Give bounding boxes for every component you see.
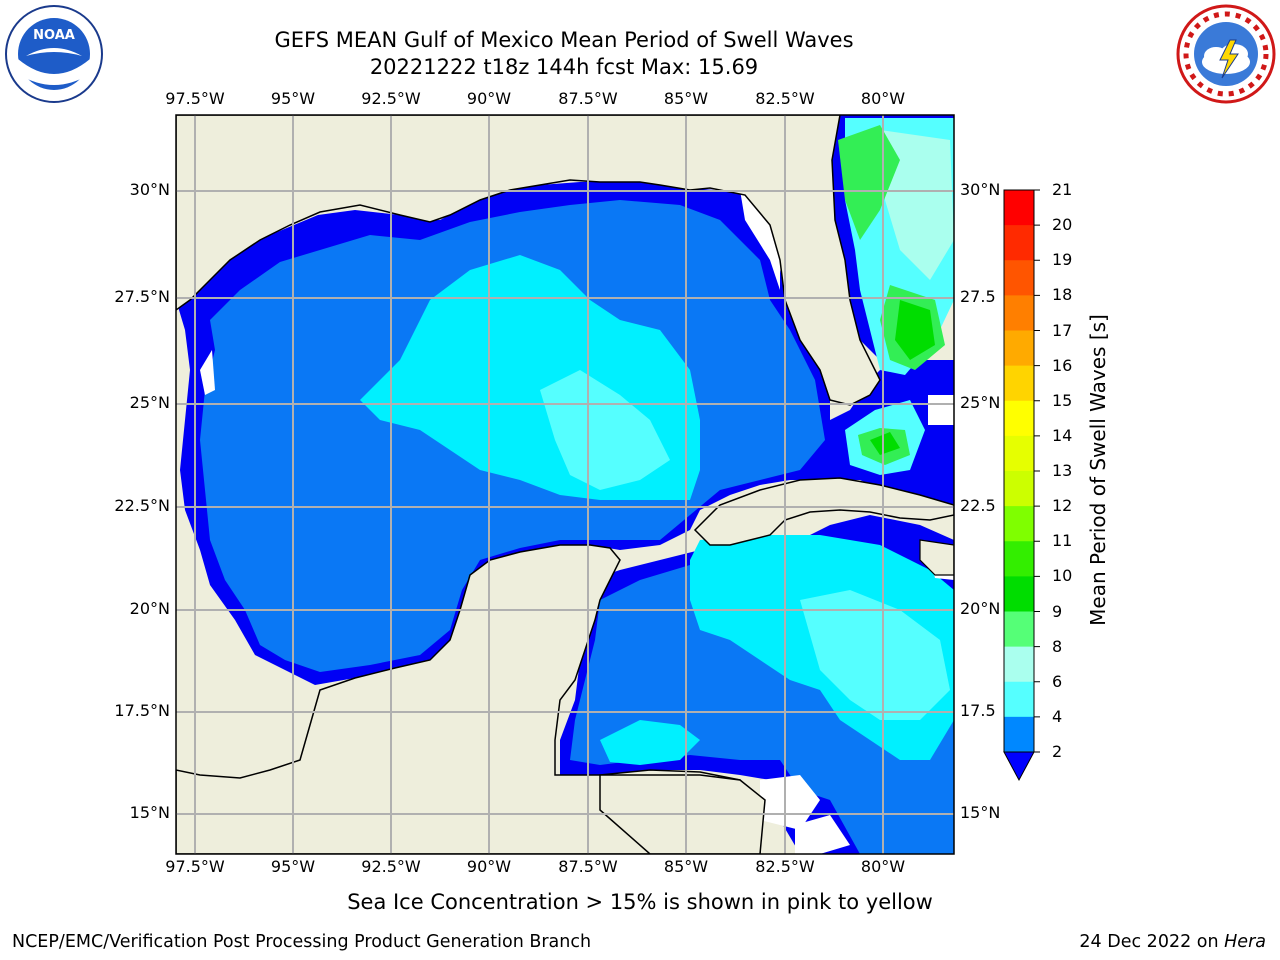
- lat-tick-right: 22.5: [960, 496, 996, 515]
- colorbar-tick-label: 18: [1052, 285, 1073, 305]
- lon-tick-top: 85°W: [663, 89, 709, 108]
- lat-tick-right: 30°N: [960, 180, 1001, 199]
- lon-tick-top: 90°W: [466, 89, 512, 108]
- lat-tick-left: 25°N: [129, 393, 170, 412]
- lon-tick-top: 82.5°W: [755, 89, 815, 108]
- lon-tick-bottom: 92.5°W: [361, 857, 421, 876]
- lon-tick-top: 95°W: [270, 89, 316, 108]
- lon-tick-top: 97.5°W: [165, 89, 225, 108]
- noaa-logo: NOAA: [4, 4, 104, 104]
- colorbar-segment: [1004, 295, 1034, 331]
- colorbar-extend-arrow: [1003, 751, 1035, 782]
- lat-tick-left: 20°N: [129, 599, 170, 618]
- lon-tick-bottom: 87.5°W: [558, 857, 618, 876]
- colorbar-tick-label: 21: [1052, 180, 1073, 199]
- lon-tick-bottom: 90°W: [466, 857, 512, 876]
- colorbar-segment: [1004, 541, 1034, 577]
- colorbar-tick-label: 12: [1052, 496, 1073, 516]
- lat-tick-right: 17.5: [960, 701, 996, 720]
- colorbar-tick-label: 20: [1052, 215, 1073, 235]
- footer-machine: Hera: [1224, 932, 1266, 952]
- lon-tick-bottom: 97.5°W: [165, 857, 225, 876]
- lat-tick-left: 22.5°N: [114, 496, 170, 515]
- lat-tick-right: 27.5: [960, 287, 996, 306]
- lon-tick-bottom: 82.5°W: [755, 857, 815, 876]
- lat-tick-left: 27.5°N: [114, 287, 170, 306]
- colorbar-segment: [1004, 646, 1034, 683]
- lon-tick-top: 92.5°W: [361, 89, 421, 108]
- lat-tick-left: 15°N: [129, 803, 170, 822]
- colorbar-tick-label: 2: [1052, 742, 1063, 761]
- colorbar-segment: [1004, 225, 1034, 261]
- colorbar-tick-label: 14: [1052, 425, 1073, 445]
- lat-tick-left: 17.5°N: [114, 701, 170, 720]
- colorbar-tick-label: 19: [1052, 250, 1073, 270]
- colorbar-segment: [1004, 365, 1034, 402]
- colorbar-tick-label: 16: [1052, 355, 1073, 375]
- footer-date-text: 24 Dec 2022 on: [1079, 932, 1225, 952]
- colorbar-tick-label: 17: [1052, 320, 1073, 340]
- colorbar-segment: [1004, 576, 1034, 612]
- colorbar-tick-label: 6: [1052, 671, 1063, 691]
- lat-tick-right: 20°N: [960, 599, 1001, 618]
- colorbar-tick-label: 4: [1052, 706, 1063, 726]
- colorbar: [1003, 189, 1040, 782]
- lat-tick-left: 30°N: [129, 180, 170, 199]
- colorbar-label: Mean Period of Swell Waves [s]: [1086, 314, 1110, 626]
- map-title: GEFS MEAN Gulf of Mexico Mean Period of …: [274, 28, 854, 52]
- colorbar-segment: [1004, 506, 1034, 542]
- colorbar-segment: [1004, 681, 1034, 718]
- colorbar-segment: [1004, 400, 1034, 437]
- colorbar-segment: [1004, 435, 1034, 472]
- colorbar-tick-label: 9: [1052, 601, 1063, 621]
- noaa-logo-name: NOAA: [33, 28, 75, 43]
- map-subtitle: 20221222 t18z 144h fcst Max: 15.69: [369, 55, 759, 79]
- lat-tick-right: 25°N: [960, 393, 1001, 412]
- colorbar-segment: [1004, 190, 1034, 226]
- colorbar-segment: [1004, 330, 1034, 367]
- colorbar-segment: [1004, 716, 1034, 752]
- lon-tick-bottom: 95°W: [270, 857, 316, 876]
- colorbar-tick-label: 8: [1052, 636, 1063, 656]
- colorbar-segment: [1004, 260, 1034, 296]
- colorbar-tick-label: 15: [1052, 390, 1073, 410]
- sea-ice-caption: Sea Ice Concentration > 15% is shown in …: [347, 890, 933, 914]
- map-gridlines: [176, 115, 954, 854]
- footer-date: 24 Dec 2022 on Hera: [1079, 932, 1266, 952]
- footer-credit: NCEP/EMC/Verification Post Processing Pr…: [12, 932, 592, 952]
- colorbar-tick-label: 10: [1052, 566, 1073, 586]
- colorbar-segment: [1004, 611, 1034, 648]
- colorbar-tick-label: 13: [1052, 461, 1073, 480]
- lat-tick-right: 15°N: [960, 803, 1001, 822]
- nws-logo: [1176, 4, 1276, 104]
- lon-tick-bottom: 80°W: [860, 857, 906, 876]
- lon-tick-top: 80°W: [860, 89, 906, 108]
- lon-tick-bottom: 85°W: [663, 857, 709, 876]
- map-frame: [175, 114, 955, 855]
- lon-tick-top: 87.5°W: [558, 89, 618, 108]
- colorbar-segment: [1004, 471, 1034, 507]
- colorbar-tick-label: 11: [1052, 531, 1073, 551]
